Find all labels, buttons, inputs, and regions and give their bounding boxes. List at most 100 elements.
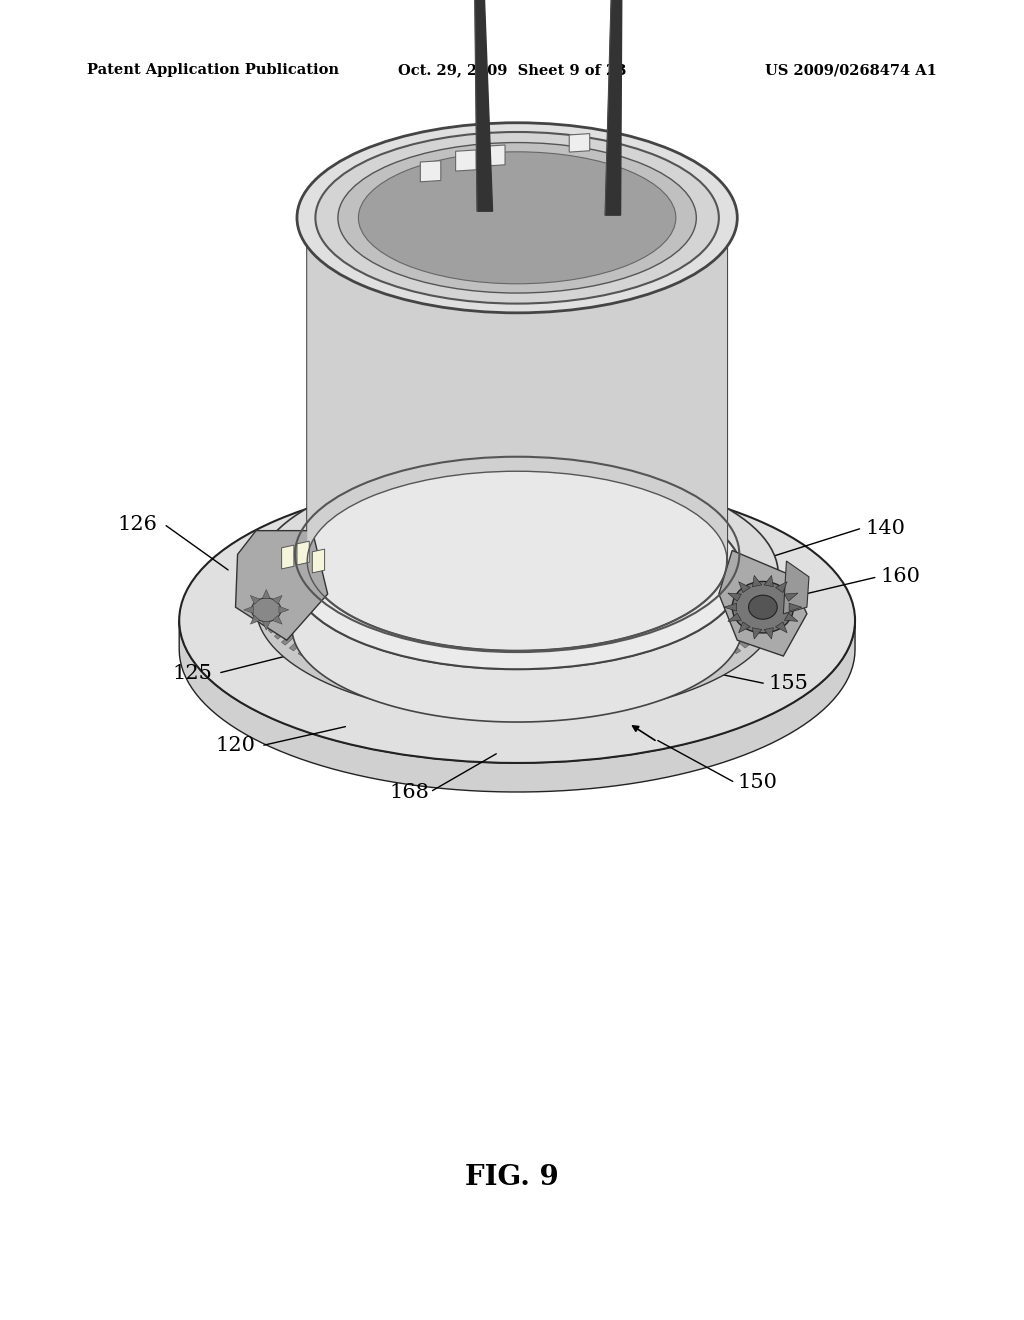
Polygon shape <box>736 638 749 648</box>
Polygon shape <box>753 576 762 586</box>
Ellipse shape <box>358 152 676 284</box>
Polygon shape <box>753 628 762 639</box>
Text: 120: 120 <box>215 737 255 755</box>
Polygon shape <box>408 684 419 693</box>
Polygon shape <box>728 612 741 622</box>
Polygon shape <box>764 628 773 639</box>
Polygon shape <box>312 549 325 573</box>
Polygon shape <box>420 161 440 182</box>
Polygon shape <box>250 595 260 605</box>
Polygon shape <box>263 615 275 627</box>
Polygon shape <box>268 622 281 634</box>
Text: 155: 155 <box>768 675 808 693</box>
Polygon shape <box>484 145 505 166</box>
Polygon shape <box>253 597 264 607</box>
Polygon shape <box>179 620 855 792</box>
Polygon shape <box>366 675 378 684</box>
Polygon shape <box>608 685 618 694</box>
Polygon shape <box>250 615 260 624</box>
Polygon shape <box>743 631 757 643</box>
Polygon shape <box>456 150 476 172</box>
Text: Oct. 29, 2009  Sheet 9 of 23: Oct. 29, 2009 Sheet 9 of 23 <box>397 63 627 78</box>
Polygon shape <box>469 692 478 701</box>
Polygon shape <box>784 593 798 602</box>
Ellipse shape <box>310 533 724 708</box>
Polygon shape <box>256 574 778 718</box>
Polygon shape <box>766 606 777 618</box>
Polygon shape <box>757 619 769 630</box>
Polygon shape <box>379 677 391 688</box>
Polygon shape <box>259 610 270 620</box>
Polygon shape <box>773 586 783 598</box>
Polygon shape <box>728 643 740 653</box>
Polygon shape <box>709 653 722 664</box>
Polygon shape <box>783 561 809 614</box>
Polygon shape <box>790 603 802 611</box>
Polygon shape <box>297 541 309 565</box>
Polygon shape <box>623 682 634 692</box>
Polygon shape <box>784 612 798 622</box>
Text: 150: 150 <box>737 774 777 792</box>
Polygon shape <box>663 672 675 682</box>
Ellipse shape <box>732 581 794 632</box>
Ellipse shape <box>256 463 778 685</box>
Text: 168: 168 <box>389 783 429 801</box>
Polygon shape <box>307 128 727 561</box>
Polygon shape <box>289 640 302 651</box>
Text: 125: 125 <box>172 664 212 682</box>
Polygon shape <box>532 693 542 701</box>
Ellipse shape <box>326 136 709 300</box>
Polygon shape <box>329 661 342 672</box>
Polygon shape <box>307 218 727 651</box>
Polygon shape <box>517 693 525 702</box>
Polygon shape <box>438 689 449 697</box>
Polygon shape <box>728 593 741 602</box>
Polygon shape <box>698 659 711 669</box>
Polygon shape <box>719 550 807 656</box>
Polygon shape <box>687 664 699 673</box>
Polygon shape <box>317 656 331 667</box>
Polygon shape <box>244 606 254 614</box>
Polygon shape <box>751 626 763 636</box>
Polygon shape <box>762 612 773 623</box>
Text: US 2009/0268474 A1: US 2009/0268474 A1 <box>765 63 937 78</box>
Polygon shape <box>649 676 662 685</box>
Polygon shape <box>548 693 557 701</box>
Polygon shape <box>605 0 623 215</box>
Polygon shape <box>251 590 262 601</box>
Text: 126: 126 <box>118 515 158 533</box>
Polygon shape <box>501 693 509 701</box>
Polygon shape <box>775 582 787 593</box>
Polygon shape <box>764 576 773 586</box>
Polygon shape <box>473 0 493 211</box>
Polygon shape <box>775 622 787 632</box>
Polygon shape <box>675 668 687 678</box>
Polygon shape <box>274 628 287 639</box>
Polygon shape <box>569 133 590 152</box>
Polygon shape <box>255 603 267 614</box>
Polygon shape <box>579 689 589 698</box>
Polygon shape <box>251 582 261 594</box>
Text: FIG. 9: FIG. 9 <box>465 1164 559 1191</box>
Ellipse shape <box>179 478 855 763</box>
Polygon shape <box>636 680 648 689</box>
Polygon shape <box>341 665 353 676</box>
Polygon shape <box>282 545 294 569</box>
Polygon shape <box>282 635 294 645</box>
Ellipse shape <box>338 143 696 293</box>
Polygon shape <box>262 590 270 598</box>
Ellipse shape <box>297 123 737 313</box>
Polygon shape <box>454 690 464 700</box>
Polygon shape <box>771 593 782 605</box>
Polygon shape <box>738 582 751 593</box>
Text: 160: 160 <box>881 568 921 586</box>
Polygon shape <box>262 622 270 630</box>
Polygon shape <box>272 615 283 624</box>
Polygon shape <box>485 693 494 701</box>
Polygon shape <box>292 574 742 722</box>
Polygon shape <box>423 686 433 696</box>
Polygon shape <box>298 645 311 656</box>
Text: 140: 140 <box>865 519 905 537</box>
Polygon shape <box>393 681 406 690</box>
Text: Patent Application Publication: Patent Application Publication <box>87 63 339 78</box>
